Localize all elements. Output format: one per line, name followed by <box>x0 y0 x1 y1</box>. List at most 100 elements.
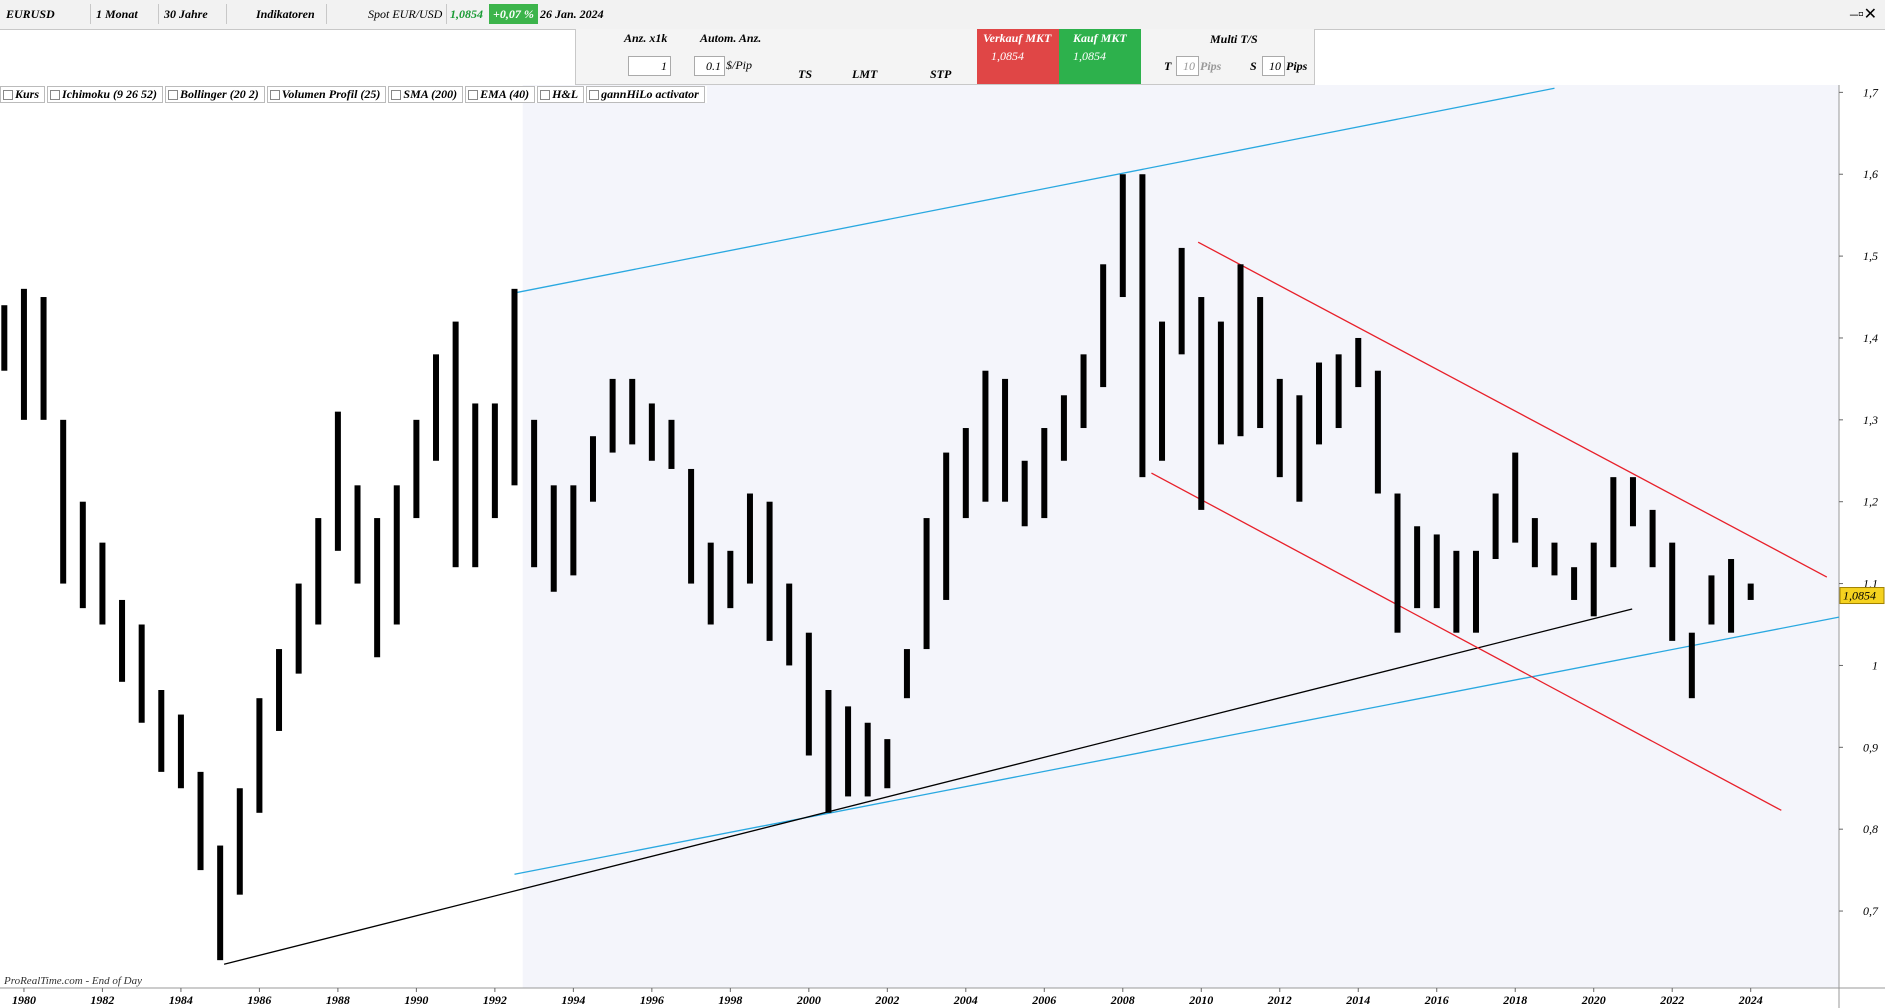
symbol[interactable]: EURUSD <box>2 4 91 24</box>
y-tick-label: 1 <box>1872 658 1878 672</box>
price-bar <box>766 501 773 641</box>
ts[interactable]: TS <box>798 67 813 81</box>
price-bar <box>668 419 675 469</box>
pip-input[interactable]: 0.1 <box>694 56 725 76</box>
x-tick-label: 2010 <box>1188 993 1213 1007</box>
t-label[interactable]: T <box>1164 59 1172 73</box>
price-bar <box>1316 362 1323 445</box>
price-bar <box>707 542 714 625</box>
indicator-toggle[interactable]: H&L <box>537 86 585 103</box>
sell-price: 1,0854 <box>991 49 1024 63</box>
price-bar <box>550 485 557 592</box>
x-tick-label: 1980 <box>12 993 36 1007</box>
x-tick-label: 1992 <box>483 993 507 1007</box>
buy-button[interactable]: Kauf MKT 1,0854 <box>1059 29 1141 84</box>
price-bar <box>1394 493 1401 633</box>
y-tick-label: 1,7 <box>1863 85 1879 99</box>
indicator-bar: Kurs Ichimoku (9 26 52) Bollinger (20 2) Vo… <box>0 86 707 103</box>
indicator-toggle[interactable]: Volumen Profil (25) <box>266 86 387 103</box>
price-bar <box>825 690 832 813</box>
price-bar <box>433 354 440 461</box>
price-bar <box>40 297 47 420</box>
price-bar <box>1257 297 1264 429</box>
price-bar <box>1590 542 1597 617</box>
x-tick-label: 2002 <box>874 993 899 1007</box>
x-tick-label: 1998 <box>718 993 742 1007</box>
price-bar <box>374 518 381 658</box>
price-bar <box>629 378 636 445</box>
price-bar <box>1041 428 1048 519</box>
stp[interactable]: STP <box>930 67 952 81</box>
indicator-toggle[interactable]: EMA (40) <box>465 86 536 103</box>
t-pips[interactable]: 10 <box>1176 56 1199 76</box>
trend-line <box>1151 472 1782 811</box>
price-bar <box>1002 378 1009 502</box>
s-label[interactable]: S <box>1250 59 1257 73</box>
price-bar <box>884 739 891 789</box>
price-bar <box>805 632 812 756</box>
price-bar <box>20 288 27 420</box>
indicator-toggle[interactable]: Kurs <box>0 86 46 103</box>
x-tick-label: 1988 <box>326 993 350 1007</box>
sell-button[interactable]: Verkauf MKT 1,0854 <box>977 29 1059 84</box>
price-bar <box>354 485 361 584</box>
qty-input[interactable]: 1 <box>628 56 671 76</box>
x-tick-label: 2000 <box>796 993 821 1007</box>
last-price-label: 1,0854 <box>1843 589 1876 603</box>
y-tick-label: 0,8 <box>1863 822 1878 836</box>
period[interactable]: 1 Monat <box>92 4 159 24</box>
price-bar <box>452 321 459 568</box>
indicator-toggle[interactable]: Bollinger (20 2) <box>165 86 265 103</box>
order-panel: Anz. x1k Autom. Anz. 1 0.1 $/Pip TS LMT … <box>575 29 1315 85</box>
price-bar <box>923 518 930 650</box>
y-tick-label: 0,7 <box>1863 904 1879 918</box>
t-unit: Pips <box>1200 59 1222 73</box>
price-bar <box>786 583 793 666</box>
lmt[interactable]: LMT <box>852 67 878 81</box>
price-bar <box>1080 354 1087 429</box>
price-bar <box>295 583 302 674</box>
price-bar <box>1355 337 1362 388</box>
price-bar <box>609 378 616 453</box>
price-bar <box>1100 264 1107 388</box>
x-tick-label: 2024 <box>1738 993 1763 1007</box>
price-bar <box>1512 452 1519 543</box>
s-unit: Pips <box>1286 59 1308 73</box>
y-tick-label: 1,6 <box>1863 167 1878 181</box>
indicator-toggle[interactable]: SMA (200) <box>388 86 464 103</box>
auto-label: Autom. Anz. <box>700 31 762 45</box>
y-tick-label: 1,5 <box>1863 249 1878 263</box>
price-bar <box>864 722 871 797</box>
range[interactable]: 30 Jahre <box>160 4 227 24</box>
price-bar <box>256 698 263 813</box>
s-pips[interactable]: 10 <box>1262 56 1285 76</box>
price-bar <box>99 542 106 625</box>
window-buttons[interactable]: –▫✕ <box>1850 6 1878 23</box>
price-bar <box>943 452 950 600</box>
date: 26 Jan. 2024 <box>540 7 604 21</box>
indicator-toggle[interactable]: gannHiLo activator <box>586 86 705 103</box>
buy-label: Kauf MKT <box>1073 31 1127 45</box>
price-bar <box>982 370 989 502</box>
price-bar <box>1 305 8 371</box>
x-tick-label: 1990 <box>404 993 428 1007</box>
multi-ts[interactable]: Multi T/S <box>1210 32 1258 46</box>
x-tick-label: 2004 <box>953 993 978 1007</box>
price-bar <box>1159 321 1166 461</box>
price-bar <box>1531 518 1538 568</box>
price-bar <box>1453 550 1460 633</box>
price-bar <box>1139 174 1146 478</box>
price-bar <box>60 419 67 584</box>
spot-price: 1,0854 <box>450 7 483 21</box>
price-bar <box>472 403 479 568</box>
price-bar <box>1119 174 1126 298</box>
indicators[interactable]: Indikatoren <box>252 4 327 24</box>
price-bar <box>1688 632 1695 699</box>
price-bar <box>1178 247 1185 355</box>
price-bar <box>962 428 969 519</box>
change: +0,07 % <box>489 4 538 24</box>
price-bar <box>1629 477 1636 527</box>
indicator-toggle[interactable]: Ichimoku (9 26 52) <box>47 86 164 103</box>
